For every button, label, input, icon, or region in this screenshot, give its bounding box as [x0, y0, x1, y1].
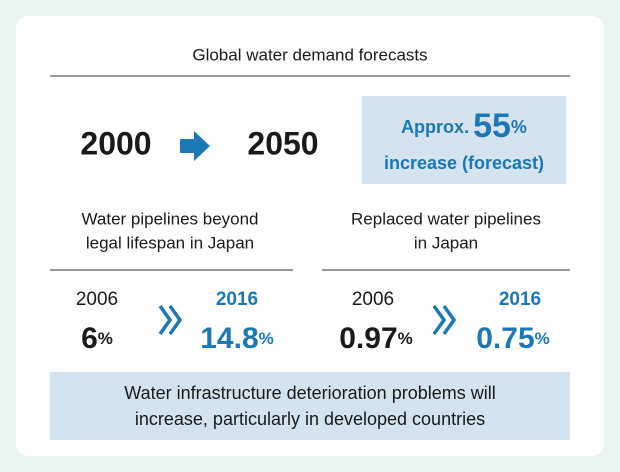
percent: 55	[473, 107, 511, 145]
value: 0.75%	[476, 322, 550, 355]
unit: %	[98, 329, 113, 348]
section-heading: legal lifespan in Japan	[86, 233, 254, 252]
number: 0.75	[476, 322, 534, 355]
approx: Approx.	[401, 117, 469, 137]
unit: %	[511, 117, 527, 137]
chevron	[158, 304, 183, 336]
number: 6	[81, 322, 98, 355]
title: Global water demand forecasts	[192, 45, 427, 64]
year-from: 2000	[80, 125, 151, 161]
number: 0.97	[339, 322, 397, 355]
forecast-caption: increase (forecast)	[384, 153, 544, 173]
year: 2006	[352, 289, 394, 310]
value: 14.8%	[200, 322, 274, 355]
year-to: 2050	[247, 125, 318, 161]
number: 14.8	[200, 322, 258, 355]
year: 2016	[216, 289, 258, 310]
unit: %	[535, 329, 550, 348]
year: 2016	[499, 289, 541, 310]
conclusion-box	[50, 372, 570, 440]
arrow	[180, 131, 210, 161]
year: 2006	[76, 289, 118, 310]
section-heading: Water pipelines beyond	[81, 209, 258, 228]
forecast-box	[362, 96, 566, 184]
chevron	[432, 304, 457, 336]
unit: %	[398, 329, 413, 348]
section-heading: Replaced water pipelines	[351, 209, 541, 228]
value: 6%	[81, 322, 113, 355]
conclusion: increase, particularly in developed coun…	[135, 409, 485, 429]
conclusion: Water infrastructure deterioration probl…	[124, 383, 495, 403]
unit: %	[259, 329, 274, 348]
value: 0.97%	[339, 322, 413, 355]
forecast-value: Approx. 55%	[401, 107, 527, 145]
section-heading: in Japan	[414, 233, 478, 252]
